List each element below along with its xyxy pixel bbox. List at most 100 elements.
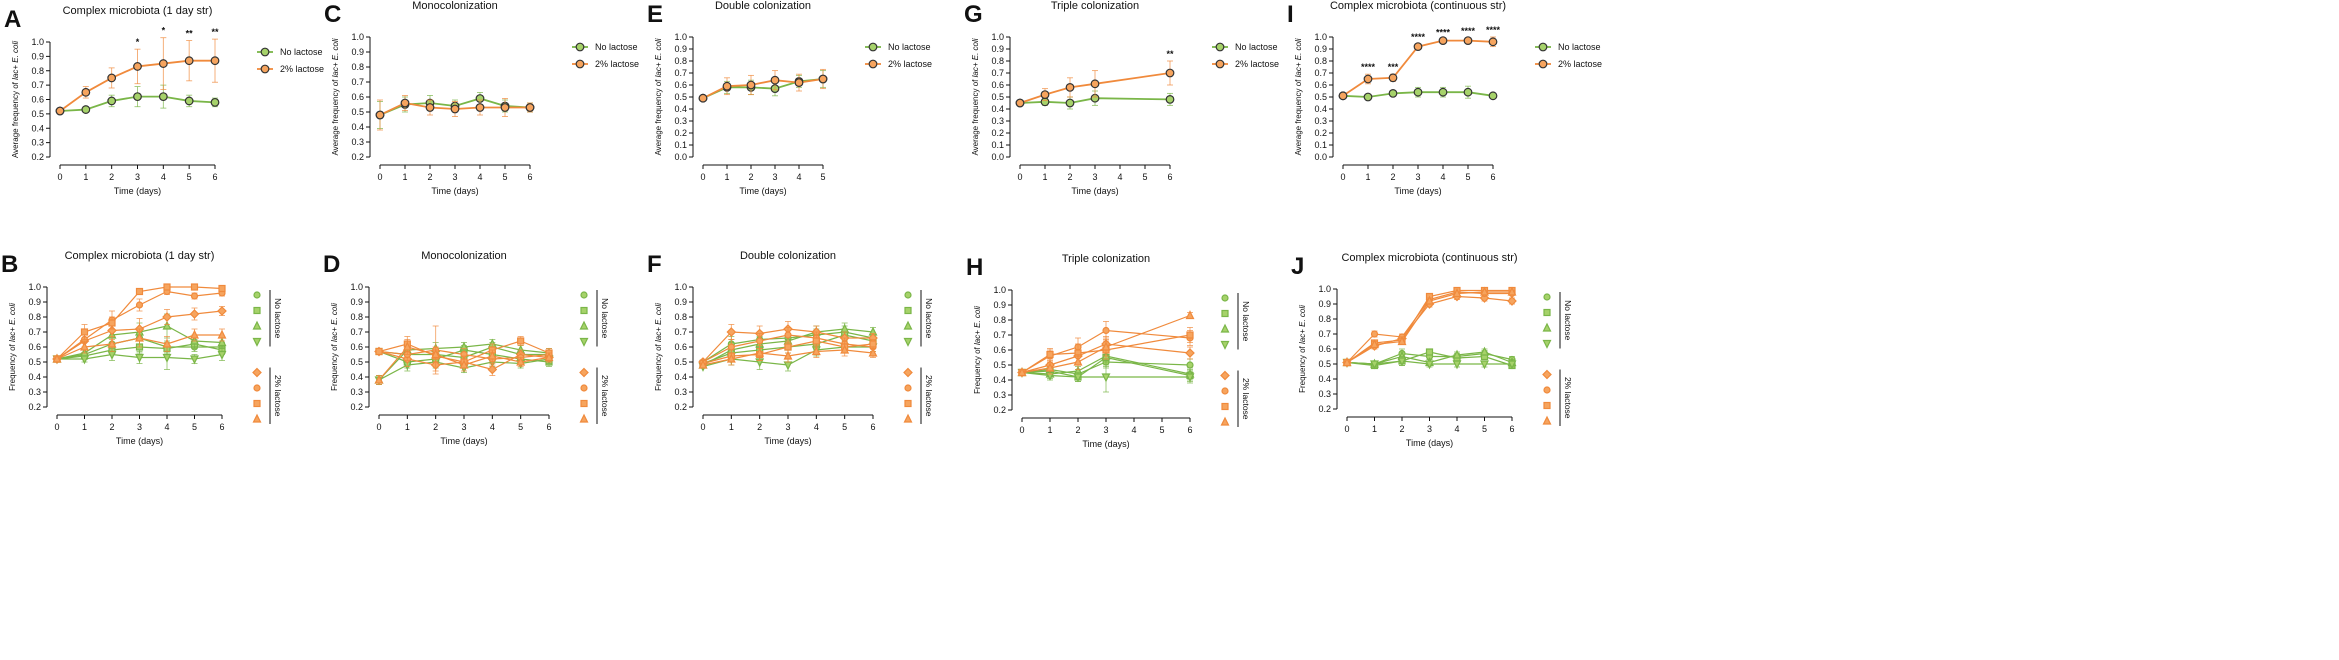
x-tick-label: 6 [1490,172,1495,182]
x-tick-label: 0 [700,172,705,182]
data-point [190,355,199,365]
x-axis-label: Time (days) [739,186,786,196]
y-label-italic: lac+ E. coli [1294,38,1303,77]
series-2-lactose [1338,36,1498,101]
y-axis-label: Average frequency of lac+ E. coli [1294,38,1303,155]
y-tick-label: 0.7 [1318,329,1331,339]
data-point [1438,36,1448,45]
y-tick-label: 1.0 [674,32,687,42]
data-point [190,292,199,300]
data-point [1452,360,1462,370]
y-tick-label: 0.9 [1314,44,1327,54]
y-tick-label: 0.6 [28,342,41,352]
panel-letter: F [647,251,662,278]
legend-marker [260,64,270,74]
legend-marker [579,337,589,347]
y-tick-label: 0.2 [993,405,1006,415]
legend-label: No lactose [1558,42,1601,52]
x-tick-label: 2 [1075,425,1080,435]
y-tick-label: 0.4 [28,372,41,382]
y-tick-label: 0.9 [674,44,687,54]
legend-marker [580,399,588,408]
data-point [162,320,172,330]
y-tick-label: 0.0 [674,152,687,162]
x-axis-label: Time (days) [1071,186,1118,196]
y-label-italic: lac+ E. coli [8,303,17,342]
data-point [80,355,89,365]
y-tick-label: 0.3 [28,387,41,397]
y-tick-label: 0.3 [31,138,44,148]
x-axis-label: Time (days) [1082,439,1129,449]
panel-letter: B [1,251,18,278]
data-point [517,337,525,345]
data-point [784,343,792,351]
y-tick-label: 0.7 [31,80,44,90]
x-tick-label: 6 [546,422,551,432]
y-tick-label: 0.2 [28,402,41,412]
legend-label: 2% lactose [1558,59,1602,69]
data-point [812,337,820,345]
data-point [1017,367,1027,377]
legend-marker [1215,59,1225,69]
legend-label: 2% lactose [888,59,932,69]
y-tick-label: 1.0 [31,37,44,47]
series-lac-triangle [1017,310,1195,377]
data-point [1165,94,1175,104]
x-tick-label: 4 [796,172,801,182]
x-tick-label: 3 [785,422,790,432]
x-tick-label: 3 [452,172,457,182]
y-tick-label: 0.8 [674,56,687,66]
data-point [1185,310,1195,320]
x-tick-label: 5 [1482,424,1487,434]
chart-title: Monocolonization [412,0,498,12]
x-tick-label: 1 [1047,425,1052,435]
y-label-italic: lac+ E. coli [11,41,20,80]
data-point [158,92,168,102]
y-tick-label: 0.6 [993,345,1006,355]
y-tick-label: 1.0 [674,282,687,292]
y-label-italic: lac+ E. coli [973,306,982,345]
y-tick-label: 0.7 [674,68,687,78]
series-lac-triangle [52,328,227,363]
chart-title: Complex microbiota (1 day str) [65,250,215,262]
y-tick-label: 0.5 [991,92,1004,102]
significance-annotation: ** [1166,49,1174,59]
data-point [1480,286,1489,296]
x-tick-label: 6 [1167,172,1172,182]
legend-marker [904,291,912,299]
data-point [158,59,168,68]
legend-marker [579,320,589,330]
y-tick-label: 0.6 [350,342,363,352]
legend-marker [579,413,589,423]
legend-marker [252,413,262,423]
legend-label: No lactose [888,42,931,52]
data-point [108,319,116,327]
y-tick-label: 0.9 [1318,299,1331,309]
data-point [135,353,144,363]
legend-group-label: No lactose [1563,300,1573,340]
data-point [1388,88,1398,98]
data-point [770,75,780,85]
y-label-italic: lac+ E. coli [971,38,980,77]
y-tick-label: 0.4 [993,375,1006,385]
y-tick-label: 0.9 [993,300,1006,310]
data-point [1045,362,1055,372]
data-point [189,309,200,319]
panel-j: J Complex microbiota (continuous str) 0.2 0… [1291,252,1573,448]
data-point [1507,296,1517,306]
legend-group-label: 2% lactose [273,375,283,417]
x-tick-label: 1 [1042,172,1047,182]
legend-marker [1220,323,1230,333]
y-tick-label: 1.0 [993,285,1006,295]
legend-label: No lactose [280,47,323,57]
y-tick-label: 0.8 [351,62,364,72]
data-point [1452,349,1462,359]
y-axis-label: Average frequency of lac+ E. coli [331,38,340,155]
data-point [184,96,194,106]
series-2-lactose [55,37,220,116]
panel-a: A Complex microbiota (1 day str) 0.2 0.3 0.4… [4,5,324,196]
y-tick-label: 0.0 [1314,152,1327,162]
legend-marker [904,399,912,408]
data-point [1338,91,1348,101]
legend-marker [580,306,588,315]
